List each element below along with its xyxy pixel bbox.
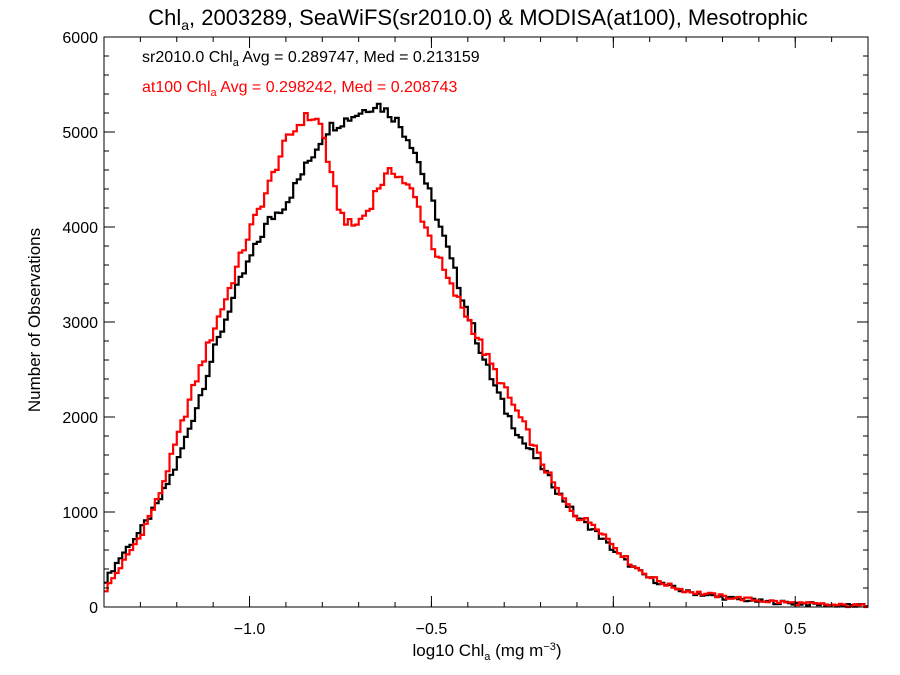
x-tick-label: 0.0 <box>602 621 624 638</box>
y-axis-label: Number of Observations <box>25 228 44 412</box>
x-tick-label: 0.5 <box>784 621 806 638</box>
title-prefix: Chl <box>148 5 181 30</box>
y-tick-label: 4000 <box>62 220 98 237</box>
legend-sr2010-subscript: a <box>233 57 240 69</box>
y-tick-label: 5000 <box>62 125 98 142</box>
x-axis-label: log10 Chla (mg m−3) <box>412 641 561 663</box>
y-tick-label: 0 <box>89 600 98 617</box>
xlabel-superscript: −3 <box>543 641 556 653</box>
xlabel-prefix: log10 Chl <box>412 641 484 660</box>
legend-at100-subscript: a <box>211 87 218 99</box>
xlabel-subscript: a <box>484 651 491 663</box>
title-rest: , 2003289, SeaWiFS(sr2010.0) & MODISA(at… <box>189 5 808 30</box>
series-group <box>104 102 868 609</box>
series-line-at100 <box>104 112 868 609</box>
x-axis: −1.0 −0.5 0.0 0.5 <box>139 37 869 638</box>
title-subscript: a <box>181 17 189 33</box>
y-axis: 0 1000 2000 3000 4000 5000 6000 <box>62 30 868 617</box>
y-tick-label: 3000 <box>62 315 98 332</box>
xlabel-end: ) <box>556 641 562 660</box>
y-tick-label: 1000 <box>62 505 98 522</box>
x-tick-label: −0.5 <box>416 621 448 638</box>
x-tick-label: −1.0 <box>234 621 266 638</box>
xlabel-mid: (mg m <box>490 641 543 660</box>
chart-title: Chla, 2003289, SeaWiFS(sr2010.0) & MODIS… <box>148 5 808 33</box>
legend-entry-sr2010: sr2010.0 Chla Avg = 0.289747, Med = 0.21… <box>142 49 480 69</box>
plot-frame <box>103 36 869 608</box>
legend-at100-rest: Avg = 0.298242, Med = 0.208743 <box>217 79 458 96</box>
y-tick-label: 2000 <box>62 410 98 427</box>
legend-at100-prefix: at100 Chl <box>142 79 211 96</box>
legend-sr2010-rest: Avg = 0.289747, Med = 0.213159 <box>239 49 480 66</box>
legend-sr2010-prefix: sr2010.0 Chl <box>142 49 233 66</box>
legend-entry-at100: at100 Chla Avg = 0.298242, Med = 0.20874… <box>142 79 458 99</box>
y-tick-label: 6000 <box>62 30 98 47</box>
